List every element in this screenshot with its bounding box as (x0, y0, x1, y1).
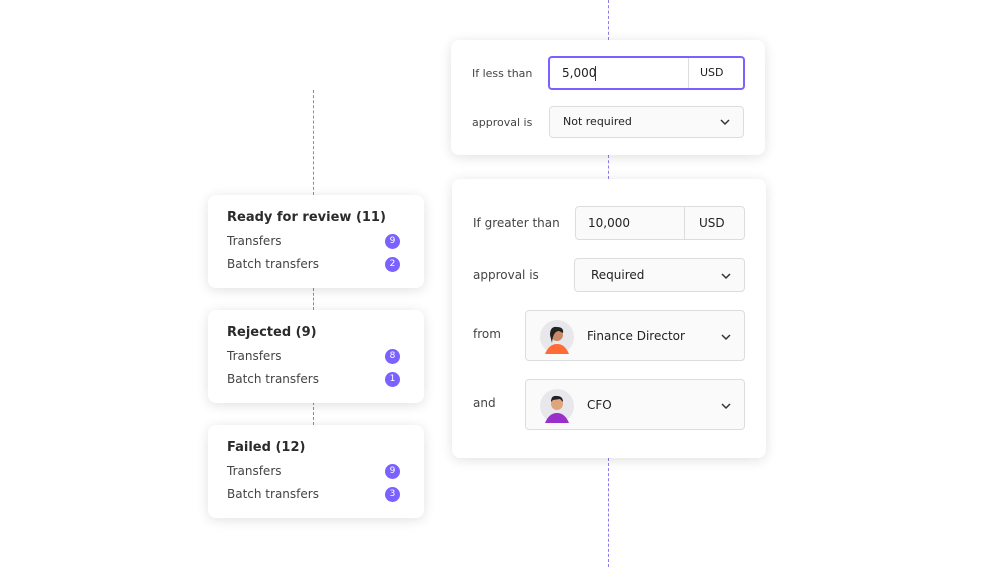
row-label: Batch transfers (227, 257, 319, 271)
count-badge: 1 (385, 372, 400, 387)
count-badge: 9 (385, 234, 400, 249)
approval-label: approval is (472, 116, 533, 129)
amount: 10,000 (588, 216, 630, 230)
approval-label: approval is (473, 268, 539, 282)
approval-value: Required (591, 268, 645, 282)
connector (313, 402, 314, 425)
chevron (720, 119, 730, 126)
count-badge: 9 (385, 464, 400, 479)
row-label: Batch transfers (227, 372, 319, 386)
connector (608, 458, 609, 567)
currency: USD (700, 66, 724, 79)
amount: 5,000 (562, 66, 597, 80)
count-badge: 3 (385, 487, 400, 502)
row-label: Transfers (227, 349, 282, 363)
connector-label: and (473, 396, 496, 410)
connector (313, 90, 314, 195)
rule-card: If less than 5,000 USD approval is Not r… (451, 40, 765, 155)
approval-select[interactable]: Not required (549, 106, 744, 138)
currency: USD (699, 216, 725, 230)
approver-role: Finance Director (587, 329, 685, 343)
status-card: Failed (12) Transfers 9 Batch transfers 3 (208, 425, 424, 518)
count-badge: 2 (385, 257, 400, 272)
chevron (721, 273, 731, 280)
divider (684, 207, 685, 239)
card-title: Ready for review (11) (227, 210, 386, 225)
approver-select[interactable]: CFO (525, 379, 745, 430)
row-label: Transfers (227, 234, 282, 248)
approver-role: CFO (587, 398, 612, 412)
condition-label: If less than (472, 67, 533, 80)
rule-card: If greater than 10,000 USD approval is R… (452, 179, 766, 458)
cursor (595, 66, 596, 81)
status-card: Rejected (9) Transfers 8 Batch transfers 1 (208, 310, 424, 403)
avatar (540, 320, 574, 354)
card-title: Rejected (9) (227, 325, 317, 340)
connector (608, 0, 609, 40)
approval-value: Not required (563, 115, 632, 128)
row-label: Transfers (227, 464, 282, 478)
status-card: Ready for review (11) Transfers 9 Batch tra… (208, 195, 424, 288)
amount-input[interactable]: 10,000 USD (575, 206, 745, 240)
approval-select[interactable]: Required (574, 258, 745, 292)
condition-label: If greater than (473, 216, 560, 230)
connector (608, 155, 609, 179)
approver-select[interactable]: Finance Director (525, 310, 745, 361)
row-label: Batch transfers (227, 487, 319, 501)
amount-input[interactable]: 5,000 USD (548, 56, 745, 90)
connector (313, 288, 314, 310)
chevron (721, 403, 731, 410)
card-title: Failed (12) (227, 440, 306, 455)
divider (688, 58, 689, 88)
chevron (721, 334, 731, 341)
count-badge: 8 (385, 349, 400, 364)
avatar (540, 389, 574, 423)
connector-label: from (473, 327, 501, 341)
